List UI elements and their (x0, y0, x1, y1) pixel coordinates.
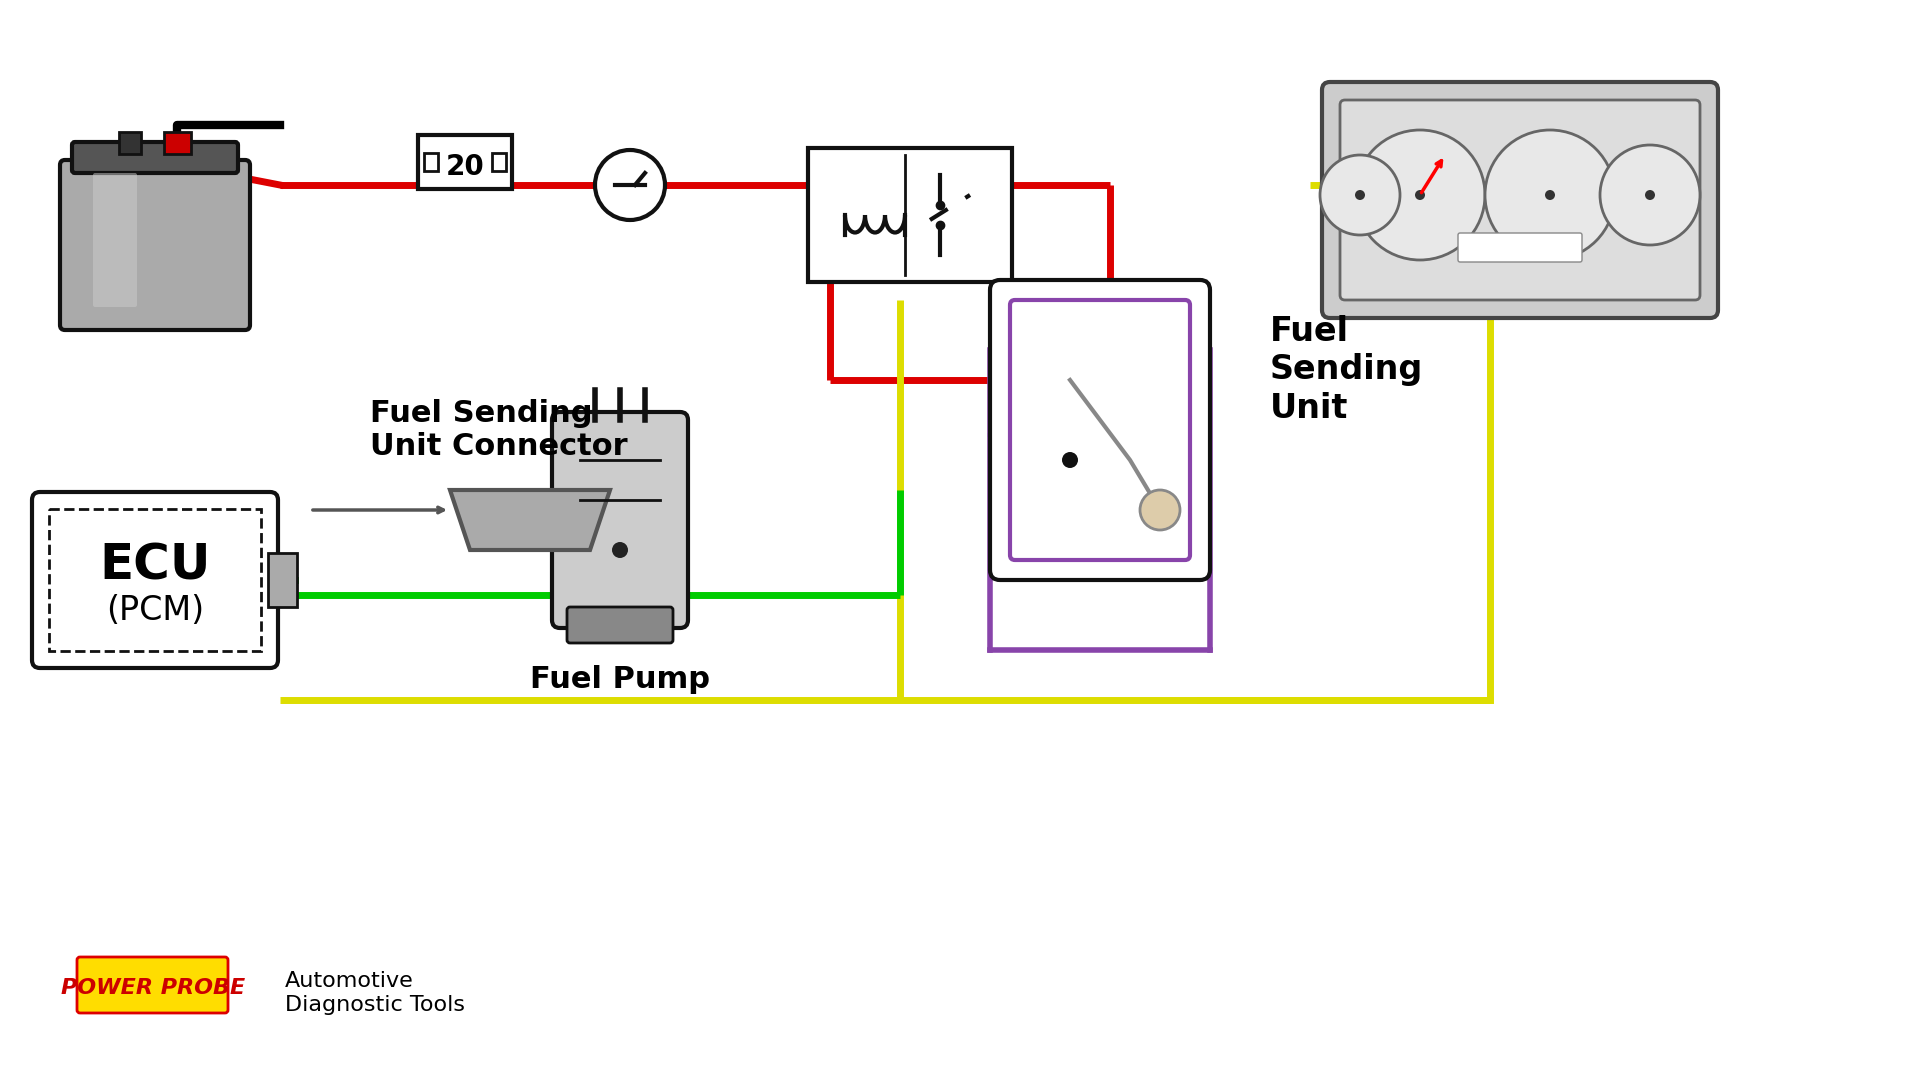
Circle shape (1140, 490, 1181, 530)
FancyBboxPatch shape (1323, 82, 1718, 318)
FancyBboxPatch shape (566, 607, 674, 643)
Text: Automotive
Diagnostic Tools: Automotive Diagnostic Tools (284, 971, 465, 1014)
FancyBboxPatch shape (1340, 100, 1699, 300)
Circle shape (1356, 190, 1365, 200)
Text: (PCM): (PCM) (106, 594, 204, 626)
Text: Fuel
Sending
Unit: Fuel Sending Unit (1269, 315, 1423, 424)
Polygon shape (449, 490, 611, 550)
Circle shape (1599, 145, 1699, 245)
FancyBboxPatch shape (553, 411, 687, 627)
Circle shape (1356, 130, 1484, 260)
Circle shape (1645, 190, 1655, 200)
Circle shape (1484, 130, 1615, 260)
FancyBboxPatch shape (991, 280, 1210, 580)
FancyBboxPatch shape (424, 153, 438, 171)
Text: Fuel Pump: Fuel Pump (530, 665, 710, 694)
Circle shape (595, 150, 664, 220)
FancyBboxPatch shape (1457, 233, 1582, 262)
FancyBboxPatch shape (73, 141, 238, 173)
Text: ECU: ECU (100, 541, 211, 589)
Text: 20: 20 (445, 153, 484, 181)
Circle shape (1321, 156, 1400, 235)
Circle shape (1546, 190, 1555, 200)
Text: Fuel Sending
Unit Connector: Fuel Sending Unit Connector (371, 399, 628, 461)
FancyBboxPatch shape (92, 173, 136, 307)
FancyBboxPatch shape (33, 492, 278, 669)
Circle shape (612, 542, 628, 558)
FancyBboxPatch shape (77, 957, 228, 1013)
FancyBboxPatch shape (269, 553, 298, 607)
Circle shape (1062, 453, 1077, 468)
FancyBboxPatch shape (119, 132, 140, 154)
Circle shape (1415, 190, 1425, 200)
FancyBboxPatch shape (163, 132, 190, 154)
FancyBboxPatch shape (419, 135, 513, 189)
Text: POWER PROBE: POWER PROBE (61, 978, 246, 998)
FancyBboxPatch shape (808, 148, 1012, 282)
FancyBboxPatch shape (492, 153, 507, 171)
FancyBboxPatch shape (60, 160, 250, 330)
